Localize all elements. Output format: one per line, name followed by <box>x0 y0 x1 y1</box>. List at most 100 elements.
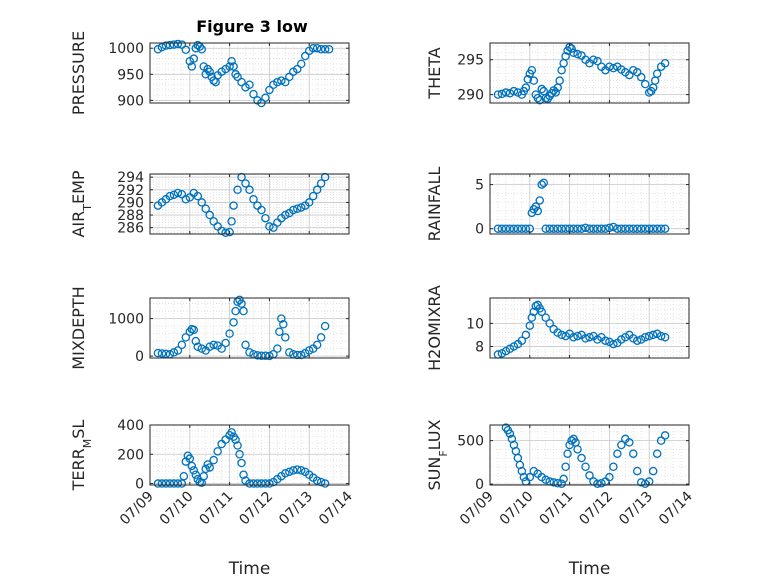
data-point <box>239 470 248 480</box>
data-point <box>537 180 546 189</box>
axes-box <box>489 297 690 359</box>
data-point <box>555 76 564 85</box>
data-point <box>181 45 191 55</box>
data-point <box>316 477 326 487</box>
data-point <box>529 76 539 85</box>
data-point <box>201 464 210 474</box>
data-point <box>557 224 566 233</box>
axes-box <box>149 424 350 486</box>
data-point <box>157 479 167 488</box>
data-point <box>285 72 294 82</box>
data-point <box>629 449 638 458</box>
data-point <box>221 338 230 348</box>
data-point <box>296 350 306 360</box>
x-tick-label: 07/12 <box>576 489 616 529</box>
data-point <box>312 43 322 53</box>
data-point <box>165 191 175 201</box>
data-point <box>585 471 594 480</box>
data-point <box>173 188 183 198</box>
subplot-terr_msl: 0 200 400 07/09 07/10 07/11 07/12 07/13 07/14 Tim… <box>69 418 356 579</box>
y-tick-label: 288 <box>117 208 144 224</box>
data-point <box>181 333 191 342</box>
subplot-theta: 290 295 THETA <box>425 42 690 105</box>
data-point <box>285 467 294 477</box>
data-point <box>157 349 167 358</box>
y-axis-label: PRESSURE <box>69 31 88 115</box>
data-point <box>493 90 503 99</box>
data-point <box>644 331 654 341</box>
y-axis-label: H2OMIXRA <box>425 285 444 371</box>
data-point <box>549 224 558 233</box>
data-point <box>177 340 187 350</box>
data-point <box>265 85 274 95</box>
data-point <box>161 479 171 488</box>
y-tick-label: 292 <box>117 183 144 199</box>
data-point <box>205 210 214 220</box>
subplot-sunflux: 0 500 07/09 07/10 07/11 07/12 07/13 07/14 Time SU… <box>425 419 696 579</box>
data-point <box>300 51 310 61</box>
data-point <box>201 204 210 213</box>
data-point <box>233 185 242 195</box>
x-tick-label: 07/13 <box>276 489 316 529</box>
data-point <box>652 69 662 78</box>
data-point <box>625 224 634 233</box>
data-point <box>656 224 666 233</box>
subplot-pressure: 900 950 1000 PRESSURE <box>69 31 350 115</box>
data-point <box>153 348 163 358</box>
data-point <box>537 307 546 317</box>
axes-box <box>149 297 350 359</box>
data-point <box>275 327 284 336</box>
data-point <box>569 224 578 233</box>
data-point <box>609 339 618 349</box>
data-point <box>621 224 630 233</box>
data-point <box>173 346 183 355</box>
data-point <box>225 329 234 338</box>
data-point <box>197 344 206 353</box>
y-tick-label: 950 <box>117 67 144 83</box>
x-axis-label: Time <box>568 559 611 579</box>
axes-box <box>489 173 690 235</box>
data-point <box>569 48 578 58</box>
data-point <box>273 344 282 353</box>
axes-box <box>489 42 690 104</box>
data-point <box>567 44 576 53</box>
data-point <box>281 333 290 342</box>
data-point <box>227 217 236 226</box>
data-point <box>235 450 244 459</box>
data-point <box>585 332 594 342</box>
data-point <box>237 458 246 468</box>
data-point <box>169 40 179 49</box>
y-tick-label: 1000 <box>108 312 144 328</box>
data-point <box>320 45 330 54</box>
data-point <box>181 195 191 204</box>
data-point <box>227 428 236 437</box>
data-point <box>505 88 515 98</box>
data-point <box>573 224 582 233</box>
data-point <box>296 466 306 475</box>
data-point <box>229 62 238 71</box>
subplot-h2omixra: 8 10 H2OMIXRA <box>425 285 690 371</box>
data-point <box>521 83 531 92</box>
y-tick-label: 8 <box>475 339 484 355</box>
data-point <box>573 49 582 59</box>
x-tick-label: 07/11 <box>537 489 577 529</box>
x-tick-label: 07/10 <box>157 489 197 529</box>
data-point <box>237 77 246 87</box>
data-point <box>535 196 545 205</box>
axes-box <box>149 42 350 104</box>
axes-background <box>490 174 689 234</box>
data-point <box>585 224 594 233</box>
data-point <box>601 336 610 345</box>
data-point <box>316 45 326 54</box>
data-point <box>231 435 240 444</box>
data-point <box>636 478 646 487</box>
data-point <box>253 479 262 488</box>
y-axis-label: MIXDEPTH <box>69 286 88 369</box>
data-point <box>660 431 670 440</box>
y-tick-label: 290 <box>457 88 484 104</box>
x-tick-label: 07/12 <box>236 489 276 529</box>
data-point <box>320 321 330 331</box>
x-tick-label: 07/11 <box>197 489 237 529</box>
data-point <box>177 40 187 49</box>
